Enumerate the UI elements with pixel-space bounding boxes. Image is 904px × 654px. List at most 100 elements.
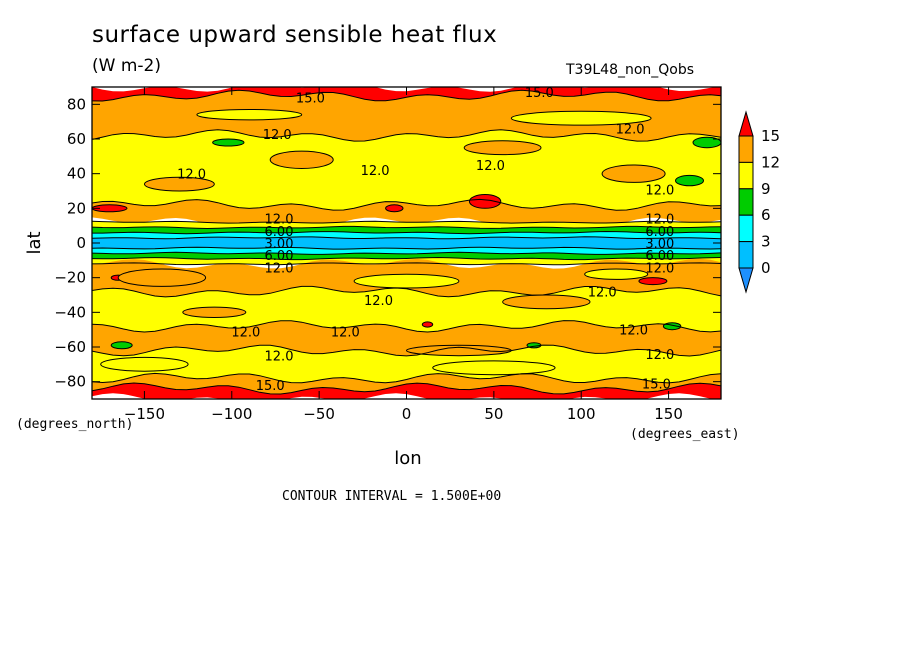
contour-label: 12.0 (645, 348, 674, 363)
colorbar-label: 3 (761, 233, 771, 251)
contour-line (92, 225, 721, 230)
zonal-band (92, 129, 721, 211)
contour-label: 12.0 (361, 164, 390, 179)
contour-line (92, 246, 721, 250)
contour-label: 12.0 (645, 183, 674, 198)
x-tick-label: −100 (211, 405, 252, 423)
contour-lines (92, 89, 721, 395)
zonal-band (92, 252, 721, 260)
flux-patch (212, 138, 245, 147)
zonal-band (92, 90, 721, 142)
contour-label: 12.0 (265, 350, 294, 365)
contour-line (92, 220, 721, 224)
contour-label: 12.0 (231, 325, 260, 340)
flux-patch (100, 356, 189, 372)
flux-patch (692, 136, 721, 149)
contour-label: 3.00 (265, 237, 294, 252)
flux-patch (584, 268, 649, 280)
colorbar-box (738, 241, 754, 269)
flux-patch (638, 277, 668, 286)
contour-label: 12.0 (619, 324, 648, 339)
contour-label: 6.00 (265, 249, 294, 264)
contour-interval-note: CONTOUR INTERVAL = 1.500E+00 (282, 489, 502, 504)
contour-label: 15.0 (256, 379, 285, 394)
x-tick-label: 150 (654, 405, 683, 423)
colorbar: 15 12 9 6 3 0 (738, 110, 780, 294)
contour-label: 12.0 (263, 128, 292, 143)
flux-patch (468, 194, 502, 209)
contour-line (92, 230, 721, 235)
y-tick-label: −60 (54, 338, 86, 356)
contour-label: 12.0 (177, 168, 206, 183)
colorbar-bottom-arrow (738, 267, 754, 294)
contour-line (92, 236, 721, 240)
flux-patch (182, 306, 247, 318)
contour-label: 12.0 (364, 294, 393, 309)
colorbar-box (738, 188, 754, 216)
flux-patch (463, 140, 542, 156)
contour-line (92, 198, 721, 211)
plot-area (92, 87, 721, 399)
contour-label: 12.0 (331, 325, 360, 340)
flux-patch (144, 176, 215, 192)
contour-line (92, 320, 721, 333)
contour-labels: 15.0 15.0 12.0 12.0 12.0 12.0 12.0 12.0 12.0 12.0… (177, 86, 674, 394)
flux-patch (675, 174, 704, 187)
y-tick-label: 20 (67, 199, 86, 217)
chart-title: surface upward sensible heat flux (92, 22, 498, 48)
y-tick-label: −80 (54, 373, 86, 391)
y-tick-label: 40 (67, 165, 86, 183)
contour-label: 15.0 (296, 91, 325, 106)
contour-line (92, 251, 721, 255)
contour-label: 12.0 (616, 123, 645, 138)
zonal-band (92, 247, 721, 255)
x-unit-label: (degrees_east) (630, 427, 740, 442)
y-tick-label: −40 (54, 303, 86, 321)
contour-line (92, 382, 721, 395)
contour-label: 12.0 (588, 286, 617, 301)
flux-patch (432, 360, 556, 376)
contour-line (92, 89, 721, 102)
contour-label: 12.0 (476, 159, 505, 174)
contour-label: 15.0 (525, 86, 554, 101)
flux-patch (110, 341, 133, 350)
contour-label: 6.00 (265, 225, 294, 240)
flux-patch (92, 204, 128, 213)
x-tick-label: 50 (484, 405, 503, 423)
contour-label: 12.0 (645, 213, 674, 228)
contour-label: 6.00 (645, 249, 674, 264)
y-axis: 80 60 40 20 0 −20 −40 −60 −80 (54, 95, 721, 391)
x-tick-label: −50 (303, 405, 335, 423)
zonal-band (92, 320, 721, 356)
colorbar-box (738, 161, 754, 190)
x-tick-label: −150 (124, 405, 165, 423)
x-tick-label: 100 (567, 405, 596, 423)
flux-patch (502, 294, 591, 310)
colorbar-box (738, 214, 754, 243)
colorbar-label: 15 (761, 127, 780, 145)
y-axis-title: lat (24, 231, 45, 254)
flux-patch (421, 321, 434, 328)
zonal-band (92, 199, 721, 227)
contour-line (92, 256, 721, 261)
y-unit-label: (degrees_north) (16, 417, 133, 432)
x-axis-title: lon (394, 448, 421, 469)
colorbar-label: 12 (761, 153, 780, 171)
y-tick-label: −20 (54, 269, 86, 287)
contour-label: 15.0 (642, 377, 671, 392)
flux-patch (196, 109, 303, 121)
x-axis: −150 −100 −50 0 50 100 150 (124, 87, 683, 423)
colorbar-box (738, 135, 754, 163)
zonal-band (92, 236, 721, 250)
contour-line (92, 285, 721, 298)
y-tick-label: 80 (67, 95, 86, 113)
flux-patch (117, 268, 207, 287)
run-label: T39L48_non_Qobs (566, 62, 695, 78)
contour-label: 3.00 (645, 237, 674, 252)
colorbar-top-arrow (738, 110, 754, 137)
flux-patch (269, 150, 334, 170)
chart-units: (W m-2) (92, 56, 161, 76)
colorbar-label: 0 (761, 259, 771, 277)
y-tick-label: 60 (67, 130, 86, 148)
